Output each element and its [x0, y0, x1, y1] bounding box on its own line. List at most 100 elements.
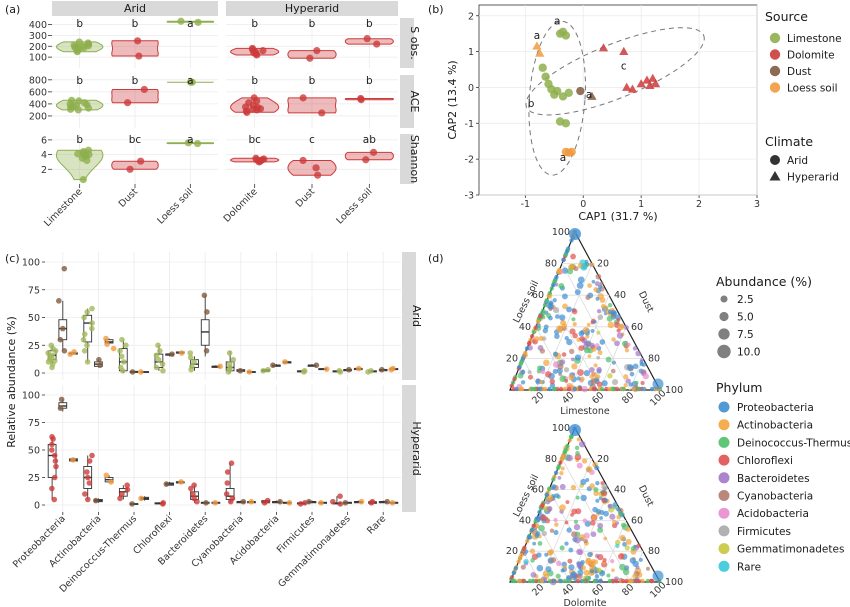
otu-point: [637, 579, 641, 583]
ordination-point: [576, 87, 584, 95]
y-tick-label: 2: [468, 11, 474, 22]
otu-point: [593, 287, 598, 292]
box-point: [81, 337, 87, 343]
otu-point: [625, 348, 629, 352]
otu-point: [595, 481, 599, 485]
otu-point: [573, 387, 577, 391]
box-point: [190, 491, 196, 497]
otu-point: [521, 370, 526, 375]
cld-letter: bc: [248, 134, 261, 146]
otu-point: [590, 569, 594, 573]
violin-dust: [112, 161, 158, 169]
otu-point: [561, 467, 565, 471]
otu-point: [540, 504, 544, 508]
otu-point: [561, 258, 565, 262]
box-point: [212, 500, 218, 506]
box-point: [53, 464, 59, 470]
otu-point: [528, 370, 532, 374]
otu-point: [617, 318, 621, 322]
box-point: [89, 320, 95, 326]
ternary-tick-label: 80: [620, 390, 636, 406]
otu-point: [594, 465, 599, 470]
otu-point: [539, 336, 544, 341]
violin-point: [299, 157, 306, 164]
otu-point: [591, 329, 595, 333]
legend-abundance-title: Abundance (%): [716, 274, 812, 289]
otu-point: [553, 518, 557, 522]
box-point: [155, 342, 161, 348]
box-point: [119, 337, 125, 343]
box-point: [52, 453, 58, 459]
cld-letter: a: [187, 18, 193, 30]
otu-point: [555, 314, 560, 319]
otu-point: [611, 369, 616, 374]
otu-point: [587, 283, 592, 288]
box-point: [359, 499, 365, 505]
otu-point: [537, 565, 544, 572]
y-tick-label: 0: [34, 369, 40, 380]
violin-point: [358, 96, 365, 103]
otu-point: [631, 387, 635, 391]
otu-point: [560, 545, 565, 550]
ternary-tick-label: 40: [614, 485, 626, 496]
violin-point: [194, 19, 201, 26]
cld-letter: c: [621, 61, 627, 73]
otu-point: [597, 382, 603, 388]
otu-point: [571, 317, 575, 321]
otu-point: [653, 379, 664, 390]
ternary-tick-label: 40: [560, 390, 576, 406]
otu-point: [554, 333, 560, 339]
box-point: [82, 491, 88, 497]
otu-point: [532, 542, 536, 546]
cld-letter: b: [76, 18, 83, 30]
otu-point: [560, 484, 566, 490]
legend-phylum-label: Rare: [737, 561, 761, 573]
legend-phylum-key: [719, 455, 730, 466]
violin-point: [373, 40, 380, 47]
otu-point: [608, 322, 614, 328]
x-tick-label: 0: [580, 199, 586, 210]
box-point: [111, 346, 117, 352]
otu-point: [585, 558, 592, 565]
otu-point: [614, 340, 620, 346]
box-point: [117, 348, 123, 354]
y-tick-label: 75: [28, 285, 40, 296]
facet-label: Hyperarid: [410, 421, 423, 475]
otu-point: [550, 379, 555, 384]
box-point: [130, 369, 136, 375]
otu-point: [597, 309, 601, 313]
otu-point: [563, 387, 567, 391]
legend-source-label: Dust: [787, 66, 811, 78]
otu-point: [533, 519, 537, 523]
otu-point: [548, 316, 553, 321]
otu-point: [568, 374, 574, 380]
legend-phylum-key: [719, 525, 730, 536]
violin-point: [73, 43, 80, 50]
otu-point: [633, 574, 638, 579]
otu-point: [512, 377, 516, 381]
otu-point: [534, 336, 540, 342]
otu-point: [551, 283, 555, 287]
legend-abundance-label: 7.5: [737, 329, 754, 341]
otu-point: [636, 543, 640, 547]
otu-point: [550, 529, 554, 533]
box-point: [84, 309, 90, 315]
legend-phylum-label: Actinobacteria: [737, 420, 813, 432]
legend-source-label: Limestone: [787, 33, 842, 45]
box-point: [49, 434, 55, 440]
otu-point: [626, 527, 631, 532]
box-point: [282, 359, 288, 365]
box-point: [231, 357, 237, 363]
otu-point: [562, 294, 568, 300]
metric-label: S obs.: [408, 26, 421, 59]
violin-point: [141, 86, 148, 93]
box-point: [138, 369, 144, 375]
ternary-tick-label: 80: [648, 546, 660, 557]
ternary-tick-label: 20: [597, 259, 609, 270]
violin-point: [370, 149, 377, 156]
otu-point: [640, 381, 644, 385]
otu-point: [595, 499, 599, 503]
otu-point: [551, 557, 557, 563]
otu-point: [538, 387, 542, 391]
box-point: [118, 365, 124, 371]
